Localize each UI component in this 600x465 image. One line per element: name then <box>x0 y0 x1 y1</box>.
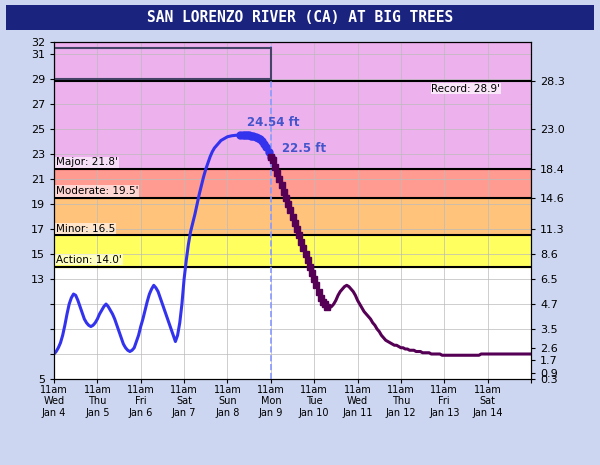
Bar <box>54 235 531 266</box>
Bar <box>54 198 531 235</box>
Text: Minor: 16.5: Minor: 16.5 <box>56 224 115 233</box>
Bar <box>54 48 271 80</box>
Text: Moderate: 19.5': Moderate: 19.5' <box>56 186 139 196</box>
Text: Major: 21.8': Major: 21.8' <box>56 157 118 167</box>
Bar <box>54 42 531 169</box>
Text: SAN LORENZO RIVER (CA) AT BIG TREES: SAN LORENZO RIVER (CA) AT BIG TREES <box>147 10 453 25</box>
Text: Action: 14.0': Action: 14.0' <box>56 255 122 265</box>
Text: 24.54 ft: 24.54 ft <box>247 115 299 128</box>
Text: Record: 28.9': Record: 28.9' <box>431 84 500 93</box>
Bar <box>54 169 531 198</box>
Text: 22.5 ft: 22.5 ft <box>281 142 326 155</box>
